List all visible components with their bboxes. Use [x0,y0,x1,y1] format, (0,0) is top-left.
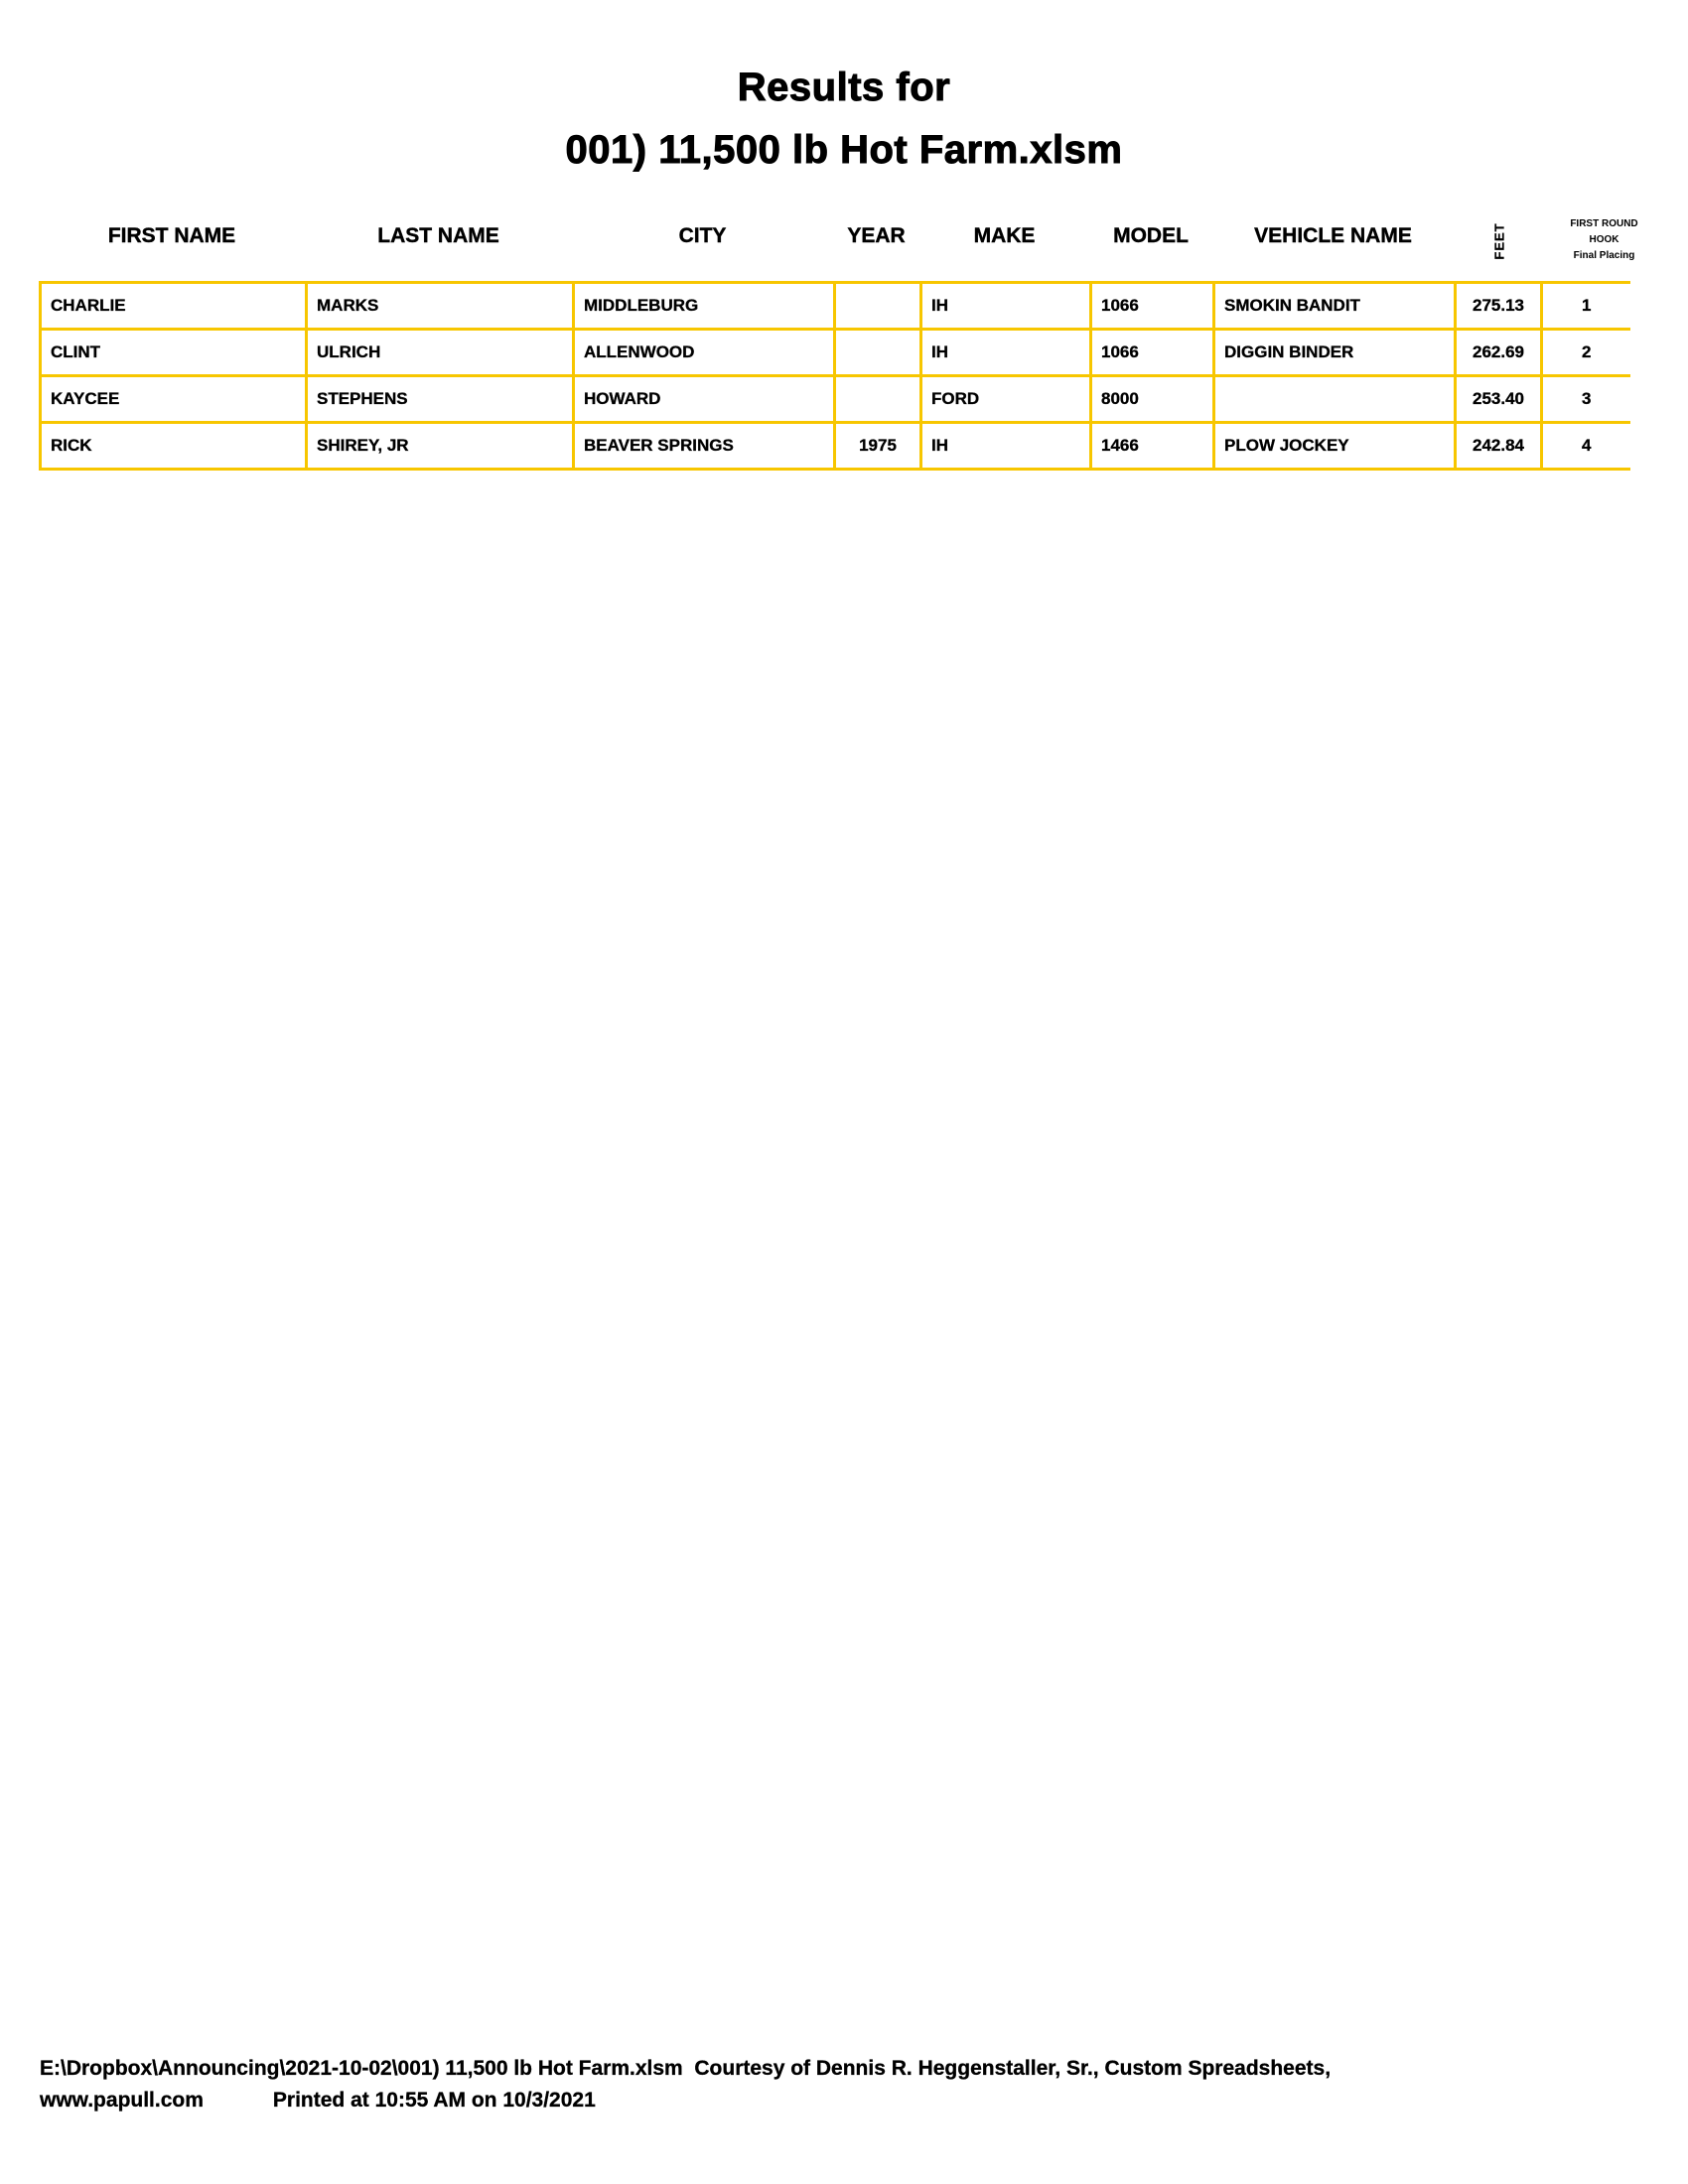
cell-make: FORD [919,374,1092,424]
header-model: MODEL [1113,224,1189,247]
cell-feet: 242.84 [1454,421,1543,471]
cell-year [833,374,922,424]
header-final-placing: FIRST ROUND HOOK Final Placing [1570,218,1638,261]
cell-city: HOWARD [572,374,836,424]
title-line-1: Results for [737,66,951,110]
cell-model: 1466 [1089,421,1215,471]
header-vehicle-name: VEHICLE NAME [1254,224,1412,247]
table-row: KAYCEE STEPHENS HOWARD FORD 8000 253.40 3 [39,374,1630,424]
header-last-name: LAST NAME [377,224,499,247]
cell-last-name: SHIREY, JR [305,421,575,471]
cell-make: IH [919,281,1092,331]
table-row: RICK SHIREY, JR BEAVER SPRINGS 1975 IH 1466 PL… [39,421,1630,471]
header-year: YEAR [847,224,906,247]
cell-first-name: RICK [39,421,308,471]
cell-feet: 253.40 [1454,374,1543,424]
results-table: CHARLIE MARKS MIDDLEBURG IH 1066 SMOKIN BANDI… [39,281,1630,471]
cell-last-name: STEPHENS [305,374,575,424]
header-make: MAKE [973,224,1036,247]
title-line-2: 001) 11,500 lb Hot Farm.xlsm [565,128,1123,173]
cell-vehicle-name: PLOW JOCKEY [1212,421,1457,471]
cell-city: MIDDLEBURG [572,281,836,331]
cell-vehicle-name: DIGGIN BINDER [1212,328,1457,377]
cell-first-name: KAYCEE [39,374,308,424]
cell-city: ALLENWOOD [572,328,836,377]
cell-vehicle-name [1212,374,1457,424]
header-feet: FEET [1491,222,1507,260]
cell-year [833,328,922,377]
cell-model: 1066 [1089,328,1215,377]
table-row: CLINT ULRICH ALLENWOOD IH 1066 DIGGIN BINDER 2… [39,328,1630,377]
cell-model: 8000 [1089,374,1215,424]
footer-site: www.papull.com [40,2089,204,2112]
cell-placing: 4 [1540,421,1630,471]
footer-printed: Printed at 10:55 AM on 10/3/2021 [272,2089,596,2112]
cell-feet: 262.69 [1454,328,1543,377]
footer-line-2: www.papull.com Printed at 10:55 AM on 10/… [40,2089,596,2113]
cell-first-name: CLINT [39,328,308,377]
cell-model: 1066 [1089,281,1215,331]
cell-last-name: MARKS [305,281,575,331]
cell-year: 1975 [833,421,922,471]
header-first-name: FIRST NAME [107,224,236,247]
cell-year [833,281,922,331]
cell-placing: 1 [1540,281,1630,331]
cell-city: BEAVER SPRINGS [572,421,836,471]
cell-make: IH [919,328,1092,377]
table-row: CHARLIE MARKS MIDDLEBURG IH 1066 SMOKIN BANDI… [39,281,1630,331]
cell-last-name: ULRICH [305,328,575,377]
cell-placing: 2 [1540,328,1630,377]
header-city: CITY [678,224,727,247]
cell-first-name: CHARLIE [39,281,308,331]
cell-make: IH [919,421,1092,471]
cell-placing: 3 [1540,374,1630,424]
footer-path: E:\Dropbox\Announcing\2021-10-02\001) 11… [40,2057,1332,2080]
cell-feet: 275.13 [1454,281,1543,331]
cell-vehicle-name: SMOKIN BANDIT [1212,281,1457,331]
